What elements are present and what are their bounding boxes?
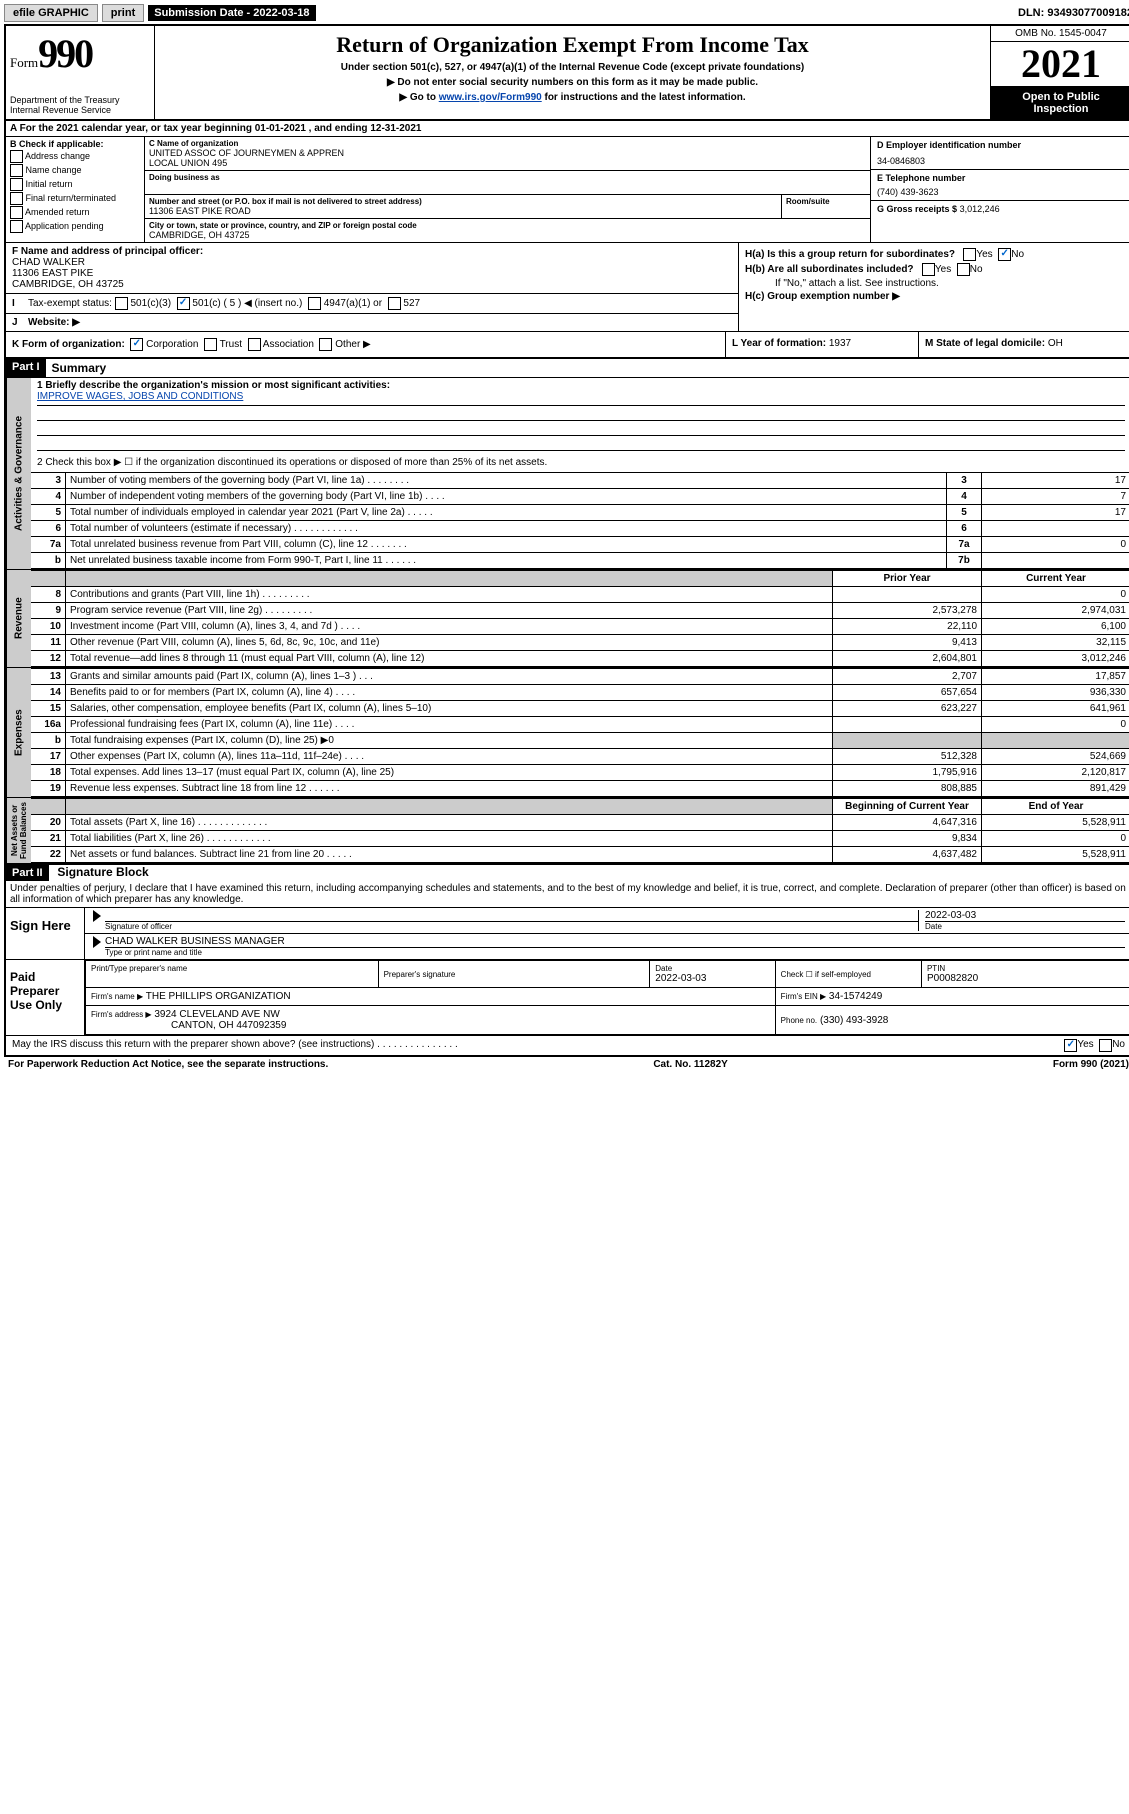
part1-netassets: Net Assets or Fund Balances Beginning of… [6, 798, 1129, 865]
form-number: 990 [38, 31, 92, 76]
chk-501c[interactable] [177, 297, 190, 310]
chk-name[interactable]: Name change [10, 164, 140, 177]
chk-address[interactable]: Address change [10, 150, 140, 163]
form-prefix: Form [10, 55, 38, 70]
telephone: (740) 439-3623 [877, 187, 1125, 197]
preparer-table: Print/Type preparer's name Preparer's si… [85, 960, 1129, 1035]
footer-mid: Cat. No. 11282Y [653, 1059, 727, 1070]
subtitle-1: Under section 501(c), 527, or 4947(a)(1)… [163, 62, 982, 73]
org-city: CAMBRIDGE, OH 43725 [149, 230, 866, 240]
chk-527[interactable] [388, 297, 401, 310]
sig-date: 2022-03-03 [925, 910, 1125, 921]
efile-label: efile GRAPHIC [4, 4, 98, 22]
dept-label: Department of the Treasury Internal Reve… [10, 95, 150, 115]
part1-header: Part I Summary [6, 359, 1129, 378]
subtitle-3: ▶ Go to www.irs.gov/Form990 for instruct… [163, 92, 982, 103]
omb-number: OMB No. 1545-0047 [991, 26, 1129, 42]
chk-initial[interactable]: Initial return [10, 178, 140, 191]
chk-trust[interactable] [204, 338, 217, 351]
officer-addr: 11306 EAST PIKE [12, 268, 93, 279]
section-fhi: F Name and address of principal officer:… [6, 243, 1129, 332]
firm-name: THE PHILLIPS ORGANIZATION [146, 991, 291, 1002]
discuss-row: May the IRS discuss this return with the… [6, 1035, 1129, 1055]
form-title: Return of Organization Exempt From Incom… [163, 32, 982, 58]
netassets-table: Beginning of Current YearEnd of Year 20T… [31, 798, 1129, 863]
col-c-orginfo: C Name of organization UNITED ASSOC OF J… [145, 137, 871, 242]
firm-addr1: 3924 CLEVELAND AVE NW [154, 1009, 279, 1020]
sign-here-row: Sign Here Signature of officer 2022-03-0… [6, 907, 1129, 959]
inspection-badge: Open to Public Inspection [991, 87, 1129, 119]
chk-4947[interactable] [308, 297, 321, 310]
part2-header: Part II Signature Block [6, 865, 1129, 881]
expenses-table: 13Grants and similar amounts paid (Part … [31, 668, 1129, 797]
state-domicile: OH [1048, 338, 1063, 349]
col-d-ids: D Employer identification number 34-0846… [871, 137, 1129, 242]
org-address: 11306 EAST PIKE ROAD [149, 206, 777, 216]
part1-revenue: Revenue Prior YearCurrent Year 8Contribu… [6, 570, 1129, 668]
form-container: Form990 Department of the Treasury Inter… [4, 24, 1129, 1057]
firm-ein: 34-1574249 [829, 991, 882, 1002]
section-bcd: B Check if applicable: Address change Na… [6, 137, 1129, 243]
chk-pending[interactable]: Application pending [10, 220, 140, 233]
officer-name: CHAD WALKER [12, 257, 85, 268]
chk-discuss-no[interactable] [1099, 1039, 1112, 1052]
chk-other[interactable] [319, 338, 332, 351]
officer-city: CAMBRIDGE, OH 43725 [12, 279, 124, 290]
dln-label: DLN: 93493077009182 [1018, 7, 1129, 19]
year-formation: 1937 [829, 338, 851, 349]
submission-date: Submission Date - 2022-03-18 [148, 5, 315, 21]
footer-right: Form 990 (2021) [1053, 1059, 1129, 1070]
header-center: Return of Organization Exempt From Incom… [155, 26, 990, 119]
row-a-taxyear: A For the 2021 calendar year, or tax yea… [6, 121, 1129, 137]
signature-block: Under penalties of perjury, I declare th… [6, 881, 1129, 1055]
officer-print-name: CHAD WALKER BUSINESS MANAGER [105, 936, 1125, 947]
row-i-taxstatus: ITax-exempt status: 501(c)(3) 501(c) ( 5… [6, 294, 738, 314]
subtitle-2: ▶ Do not enter social security numbers o… [163, 77, 982, 88]
chk-corp[interactable] [130, 338, 143, 351]
row-j-website: JWebsite: ▶ [6, 314, 738, 331]
row-k: K Form of organization: Corporation Trus… [6, 332, 1129, 359]
gross-receipts: 3,012,246 [960, 204, 1000, 214]
ein-value: 34-0846803 [877, 156, 1125, 166]
paid-preparer-row: Paid Preparer Use Only Print/Type prepar… [6, 959, 1129, 1035]
chk-final[interactable]: Final return/terminated [10, 192, 140, 205]
col-f-i-j: F Name and address of principal officer:… [6, 243, 739, 331]
firm-phone: (330) 493-3928 [820, 1015, 888, 1026]
page-footer: For Paperwork Reduction Act Notice, see … [4, 1057, 1129, 1072]
col-h-group: H(a) Is this a group return for subordin… [739, 243, 1129, 331]
ptin: P00082820 [927, 973, 1125, 984]
footer-left: For Paperwork Reduction Act Notice, see … [8, 1059, 328, 1070]
header-right: OMB No. 1545-0047 2021 Open to Public In… [990, 26, 1129, 119]
col-b-checkboxes: B Check if applicable: Address change Na… [6, 137, 145, 242]
governance-table: 3Number of voting members of the governi… [31, 472, 1129, 569]
instructions-link[interactable]: www.irs.gov/Form990 [439, 92, 542, 103]
chk-501c3[interactable] [115, 297, 128, 310]
mission-text: IMPROVE WAGES, JOBS AND CONDITIONS [37, 391, 1125, 406]
header-left: Form990 Department of the Treasury Inter… [6, 26, 155, 119]
print-button[interactable]: print [102, 4, 144, 22]
arrow-icon [93, 936, 101, 948]
part1-expenses: Expenses 13Grants and similar amounts pa… [6, 668, 1129, 798]
chk-assoc[interactable] [248, 338, 261, 351]
org-name-1: UNITED ASSOC OF JOURNEYMEN & APPREN [149, 148, 866, 158]
chk-amended[interactable]: Amended return [10, 206, 140, 219]
org-name-2: LOCAL UNION 495 [149, 158, 866, 168]
form-header: Form990 Department of the Treasury Inter… [6, 26, 1129, 121]
tax-year: 2021 [991, 42, 1129, 87]
revenue-table: Prior YearCurrent Year 8Contributions an… [31, 570, 1129, 667]
chk-discuss-yes[interactable] [1064, 1039, 1077, 1052]
top-bar: efile GRAPHIC print Submission Date - 20… [4, 4, 1129, 22]
arrow-icon [93, 910, 101, 922]
part1-governance: Activities & Governance 1 Briefly descri… [6, 378, 1129, 570]
firm-addr2: CANTON, OH 447092359 [171, 1020, 286, 1031]
